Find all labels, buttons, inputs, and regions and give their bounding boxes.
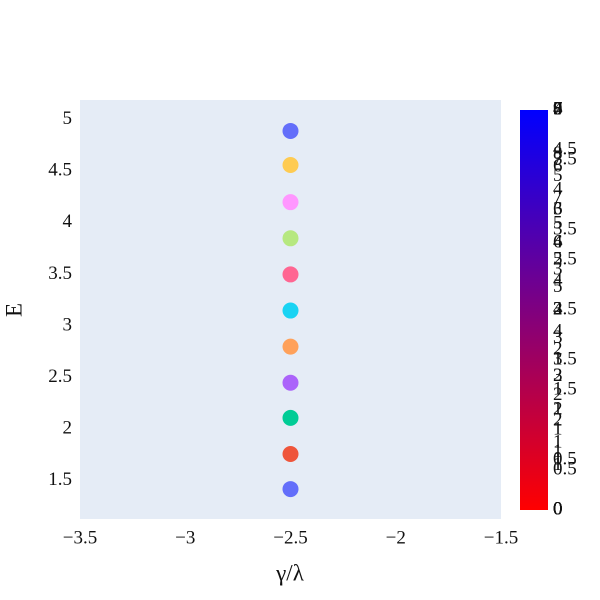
colorbar-tick-label: 7	[553, 148, 563, 169]
point	[282, 338, 299, 355]
colorbar-tick-label: 2.5	[553, 298, 577, 319]
colorbar-tick-label: 3	[553, 365, 563, 386]
point	[282, 230, 299, 247]
colorbar-tick-label: 2	[553, 338, 563, 359]
point	[282, 374, 299, 391]
colorbar-tick-label: 2	[553, 298, 563, 319]
colorbar-tick-label: 1.5	[553, 378, 577, 399]
colorbar-tick-label: 8	[553, 143, 563, 164]
x-tick-label: −2	[386, 527, 406, 548]
x-tick-label: −1.5	[484, 527, 518, 548]
point	[282, 122, 299, 139]
y-axis-title: E	[1, 303, 26, 317]
y-tick-label: 3.5	[48, 263, 72, 284]
colorbar-tick-label: 8	[553, 98, 563, 119]
colorbar-tick-label: 1.5	[553, 348, 577, 369]
colorbar-tick-label: 5	[553, 98, 563, 119]
colorbar-tick-label: 0	[553, 498, 563, 519]
colorbar-tick-label: 2	[553, 384, 563, 405]
colorbar-tick-label: 5	[553, 248, 563, 269]
colorbar-tick-label: 0	[553, 498, 563, 519]
colorbar-tick-label: 4	[553, 98, 563, 119]
colorbar-tick-label: 4.5	[553, 138, 577, 159]
colorbar-tick-label: 3	[553, 198, 563, 219]
y-tick-label: 1.5	[48, 469, 72, 490]
colorbar-tick-label: 3.5	[553, 218, 577, 239]
point	[282, 409, 299, 426]
colorbar-tick-label: 4	[553, 298, 563, 319]
y-tick-label: 4	[63, 211, 73, 232]
colorbar-tick-label: 6	[553, 98, 563, 119]
colorbar-tick-label: 5	[553, 165, 563, 186]
point	[282, 302, 299, 319]
colorbar-tick-label: 6	[553, 156, 563, 177]
y-tick-label: 2.5	[48, 366, 72, 387]
colorbar-tick-label: 1	[553, 454, 563, 475]
colorbar-tick-label: 3	[553, 327, 563, 348]
x-tick-label: −2.5	[273, 527, 307, 548]
y-tick-label: 5	[63, 108, 73, 129]
colorbar-tick-label: 2	[553, 409, 563, 430]
colorbar-tick-label: 3	[553, 348, 563, 369]
colorbar-tick-label: 2.5	[553, 248, 577, 269]
colorbar-tick-label: 1	[553, 418, 563, 439]
colorbar-tick-label: 9	[553, 98, 563, 119]
point	[282, 194, 299, 211]
point	[282, 266, 299, 283]
colorbar-tick-label: 0	[553, 498, 563, 519]
colorbar-tick-label: 6	[553, 198, 563, 219]
colorbar-tick-label: 3	[553, 298, 563, 319]
colorbar-tick-label: 7	[553, 187, 563, 208]
colorbar-tick-label: 2	[553, 398, 563, 419]
x-tick-label: −3	[175, 527, 195, 548]
point	[282, 157, 299, 174]
y-tick-label: 2	[63, 418, 73, 439]
colorbar-tick-label: 2	[553, 365, 563, 386]
colorbar-tick-label: 0	[553, 498, 563, 519]
point	[282, 481, 299, 498]
colorbar-tick-label: 5	[553, 213, 563, 234]
x-axis-title: γ/λ	[275, 560, 305, 585]
y-tick-label: 4.5	[48, 160, 72, 181]
colorbar-tick-label: 1	[553, 448, 563, 469]
colorbar-tick-label: 1	[553, 432, 563, 453]
colorbar-tick-label: 4	[553, 321, 563, 342]
x-tick-label: −3.5	[63, 527, 97, 548]
colorbar-tick-label: 1	[553, 398, 563, 419]
colorbar-tick-label: 1	[553, 441, 563, 462]
colorbar-tick-label: 0	[553, 498, 563, 519]
colorbar-tick-label: 6	[553, 232, 563, 253]
colorbar	[520, 110, 548, 510]
colorbar-tick-label: 4	[553, 270, 563, 291]
colorbar-tick-label: 3	[553, 258, 563, 279]
colorbar-tick-label: 4	[553, 232, 563, 253]
y-tick-label: 3	[63, 314, 73, 335]
colorbar-tick-label: 7	[553, 98, 563, 119]
colorbar-tick-label: 0	[553, 498, 563, 519]
colorbar-tick-label: 3.5	[553, 148, 577, 169]
colorbar-tick-label: 4	[553, 178, 563, 199]
colorbar-tick-label: 0.5	[553, 458, 577, 479]
colorbar-tick-label: 0.5	[553, 448, 577, 469]
point	[282, 445, 299, 462]
colorbar-tick-label: 5	[553, 276, 563, 297]
